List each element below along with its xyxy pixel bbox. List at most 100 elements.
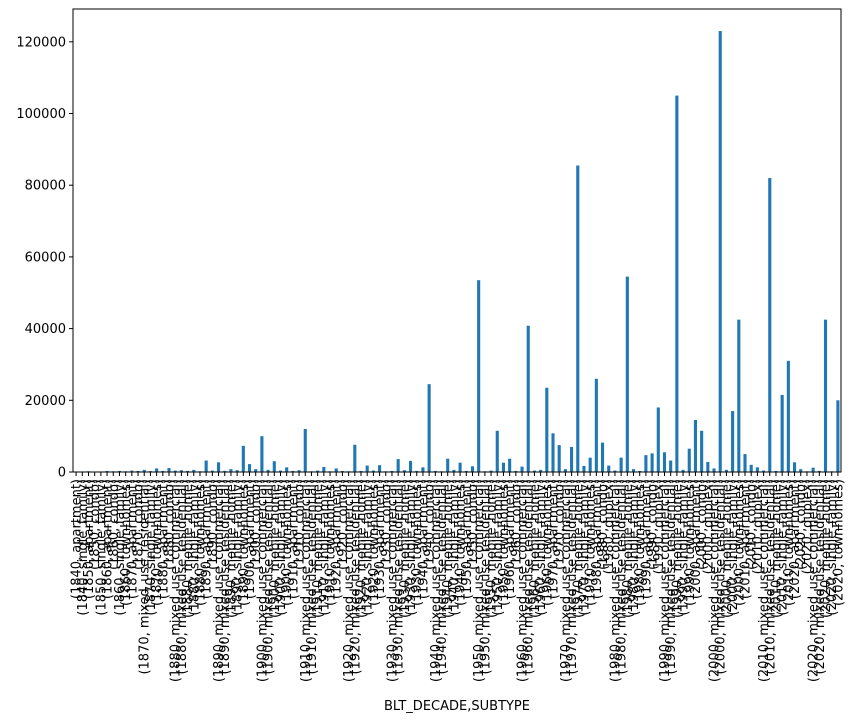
bar [130, 470, 134, 472]
x-tick-label: (1930, single_family) [404, 479, 419, 616]
x-tick-label: (1880, mixed_use_commercial) [169, 479, 184, 682]
bar [588, 457, 592, 472]
bar [681, 469, 685, 472]
x-tick-label: (1950, apartment) [460, 479, 475, 599]
bar [712, 468, 716, 472]
bar [161, 470, 165, 472]
x-tick-label: (1970, mobile_home) [571, 479, 586, 618]
x-tick-label: (1930, mixed_use_commercial) [385, 479, 400, 682]
x-tick-label: (1920, mixed_use_commercial) [342, 479, 357, 682]
x-tick-label: (2020, mixed_use_commercial) [807, 479, 822, 682]
x-tick-label: (1970, townhomes) [584, 479, 599, 606]
bar [625, 276, 629, 472]
bar [427, 384, 431, 472]
bar [619, 457, 623, 472]
x-tick-label: (1960, mixed_use_residential) [522, 479, 537, 675]
x-tick-label: (2010, mobile_home) [769, 479, 784, 618]
bar [811, 467, 815, 472]
bar [774, 470, 778, 472]
x-tick-label: (1910, mixed_use_commercial) [299, 479, 314, 682]
bar [223, 470, 227, 472]
x-tick-label: (1930, mobile_home) [398, 479, 413, 618]
bar [526, 325, 530, 472]
x-tick-label: (2000, single_family) [726, 479, 741, 616]
x-tick-label: (1860, single_family) [113, 479, 128, 616]
x-tick-label: (1940, mixed_use_residential) [435, 479, 450, 675]
bar [786, 360, 790, 472]
bar [601, 442, 605, 472]
x-tick-label: (1890, single_family) [231, 479, 246, 616]
bar [607, 465, 611, 472]
x-tick-label: (1900, mixed_use_commercial) [255, 479, 270, 682]
x-tick-label: (1980, townhomes) [633, 479, 648, 606]
x-tick-label: (1900, mixed_use_residential) [262, 479, 277, 675]
x-tick-label: (1900, condo) [249, 479, 264, 570]
y-tick-label: 60000 [25, 250, 66, 265]
x-tick-label: (2020, mixed_use_residential) [813, 479, 828, 675]
bar [570, 446, 574, 472]
bar [706, 461, 710, 472]
x-tick-label: (1990, duplex) [652, 479, 667, 574]
x-tick-label: (1910, apartment) [286, 479, 301, 599]
x-tick-label: (1950, single_family) [491, 479, 506, 616]
x-tick-label: (1850, condo) [88, 479, 103, 570]
bar [656, 407, 660, 472]
x-tick-label: (2010, mixed_use_commercial) [757, 479, 772, 682]
x-tick-label: (1940, apartment) [416, 479, 431, 599]
bar [495, 430, 499, 472]
bar [477, 280, 481, 472]
y-tick-label: 100000 [16, 107, 66, 122]
bar [669, 460, 673, 472]
x-tick-label: (2020, apartment) [788, 479, 803, 599]
bar [749, 464, 753, 472]
x-tick-label: (1950, mixed_use_residential) [478, 479, 493, 675]
x-tick-label: (1890, mobile_home) [224, 479, 239, 618]
x-tick-label: (2010, townhomes) [782, 479, 797, 606]
x-tick-label: (1880, single_family) [187, 479, 202, 616]
y-tick-label: 20000 [25, 394, 66, 409]
x-tick-label: (1940, townhomes) [454, 479, 469, 606]
x-tick-label: (2000, duplex) [701, 479, 716, 574]
x-tick-label: (1990, apartment) [639, 479, 654, 599]
x-tick-label: (1930, apartment) [373, 479, 388, 599]
x-tick-label: (2020, condo) [794, 479, 809, 570]
x-tick-label: (2000, mobile_home) [720, 479, 735, 618]
x-tick-label: (2020, duplex) [800, 479, 815, 574]
x-tick-label: (1960, mixed_use_commercial) [516, 479, 531, 682]
x-tick-label: (1890, condo) [206, 479, 221, 570]
bar [693, 420, 697, 472]
bar [489, 470, 493, 472]
x-tick-label: (1960, townhomes) [540, 479, 555, 606]
x-tick-label: (1910, single_family) [317, 479, 332, 616]
bar [582, 465, 586, 472]
x-tick-label: (1920, single_family) [361, 479, 376, 616]
bar [334, 468, 338, 472]
bar [105, 470, 109, 472]
bar [235, 470, 239, 472]
x-tick-label: (1930, condo) [379, 479, 394, 570]
bar [551, 433, 555, 472]
x-tick-label: (1880, apartment) [156, 479, 171, 599]
bar [675, 95, 679, 472]
bar [793, 462, 797, 472]
x-tick-label: (1970, condo) [553, 479, 568, 570]
bar [322, 466, 326, 472]
x-tick-label: (1980, apartment) [590, 479, 605, 599]
x-tick-label: (1860, apartment) [101, 479, 116, 599]
bar [687, 448, 691, 472]
bar [173, 470, 177, 472]
bar [390, 470, 394, 472]
x-tick-label: (1950, mixed_use_commercial) [472, 479, 487, 682]
bar [638, 470, 642, 472]
x-tick-label: (2020, mobile_home) [819, 479, 834, 618]
bar [285, 467, 289, 472]
bar [650, 453, 654, 472]
x-tick-label: (1950, mobile_home) [485, 479, 500, 618]
bar [303, 428, 307, 472]
x-tick-label: (1950, townhomes) [497, 479, 512, 606]
bar [402, 470, 406, 472]
x-tick-label: (1940, mobile_home) [441, 479, 456, 618]
bar [520, 466, 524, 472]
bar [446, 458, 450, 472]
